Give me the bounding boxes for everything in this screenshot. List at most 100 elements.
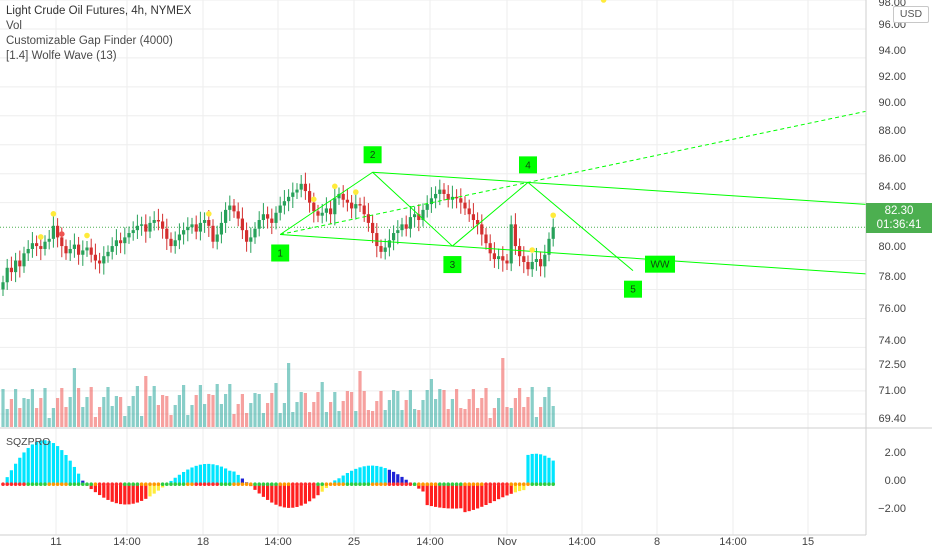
volume-bar (5, 409, 9, 427)
price-axis-label: 88.00 (878, 125, 906, 137)
sqz-bar (387, 469, 391, 485)
sqz-bar (190, 467, 194, 485)
volume-bar (131, 396, 135, 427)
volume-bar (392, 390, 396, 427)
wolfe-point-label-1: 1 (277, 248, 283, 259)
legend-line-gap-finder[interactable]: Customizable Gap Finder (4000) (6, 35, 173, 47)
sqz-dot (446, 482, 451, 486)
sqz-bar (148, 484, 152, 497)
sqz-bar (392, 471, 396, 485)
gap-marker (550, 212, 556, 219)
sqz-dot (366, 482, 371, 486)
sqz-dot (261, 482, 266, 486)
volume-bar (119, 397, 123, 427)
candle-body (39, 246, 43, 249)
candle-body (119, 240, 123, 244)
candle-body (526, 261, 530, 270)
time-axis-label: 14:00 (113, 536, 141, 548)
sqz-bar (14, 463, 18, 485)
sqz-bar (173, 477, 177, 485)
sqz-bar (530, 453, 534, 485)
sqz-bar (282, 484, 286, 508)
sqz-dot (295, 482, 299, 486)
indicator-label[interactable]: SQZPRO (6, 436, 51, 448)
sqz-bar (539, 454, 543, 485)
price-axis-label: 98.00 (878, 0, 906, 9)
sqz-bar (68, 460, 72, 485)
candle-body (547, 238, 551, 255)
sqz-bar (257, 484, 261, 494)
sqz-dot (186, 482, 190, 486)
sqz-dot (387, 482, 392, 486)
sqz-bar (207, 463, 211, 485)
sqz-bar (35, 441, 39, 485)
candle-body (140, 224, 144, 226)
sqz-dot (18, 482, 22, 486)
candle-body (312, 202, 316, 212)
volume-bar (190, 405, 194, 427)
legend-line-vol[interactable]: Vol (6, 20, 22, 32)
sqz-bar (396, 474, 400, 485)
time-axis-label: 14:00 (264, 536, 292, 548)
sqz-bar (488, 484, 492, 504)
volume-bar (194, 395, 198, 427)
wolfe-point-label-5: 5 (630, 285, 636, 296)
sqz-dot (93, 482, 98, 486)
sqz-dot (211, 482, 215, 486)
volume-bar (358, 371, 362, 427)
candle-body (93, 254, 97, 261)
sqz-dot (131, 482, 135, 486)
sqz-bar (144, 484, 148, 499)
sqz-dot (43, 482, 47, 486)
time-axis-label: 8 (654, 536, 660, 548)
sqz-bar (320, 484, 324, 492)
sqz-dot (400, 482, 404, 486)
candle-body (476, 220, 480, 225)
sqz-dot (102, 482, 106, 486)
sqz-dot (375, 482, 379, 486)
candle-body (26, 248, 30, 254)
symbol-title[interactable]: Light Crude Oil Futures, 4h, NYMEX (6, 5, 192, 17)
volume-bar (232, 414, 236, 427)
candle-body (60, 237, 64, 247)
candle-body (9, 267, 13, 273)
sqz-dot (303, 482, 308, 486)
sqz-dot (475, 482, 480, 486)
volume-bar (261, 413, 265, 427)
sqz-dot (480, 482, 484, 486)
currency-button[interactable]: USD (893, 6, 929, 23)
candle-body (144, 224, 148, 232)
wolfe-target-box (645, 255, 675, 273)
sqz-bar (425, 484, 429, 506)
candle-body (350, 202, 354, 209)
candle-body (459, 198, 463, 203)
sqz-dot (492, 482, 497, 486)
candle-body (543, 254, 547, 267)
volume-bar (9, 399, 13, 427)
candle-body (249, 237, 253, 242)
volume-bar (337, 411, 341, 427)
sqz-bar (421, 484, 425, 492)
sqz-bar (295, 484, 299, 507)
volume-bar (539, 407, 543, 427)
price-candles (1, 172, 555, 297)
sqz-dot (509, 482, 513, 486)
volume-bar (505, 407, 509, 427)
price-axis-label: 80.00 (878, 241, 906, 253)
sqz-dot (438, 482, 442, 486)
sqz-bar (127, 484, 131, 505)
sqz-dot (291, 482, 295, 486)
legend-line-wolfe-wave[interactable]: [1.4] Wolfe Wave (13) (6, 50, 117, 62)
candle-body (438, 189, 442, 194)
candle-body (396, 230, 400, 234)
volume-bar (270, 393, 274, 427)
sqz-dot (76, 482, 81, 486)
sqz-bar (106, 484, 110, 500)
sqz-dot (396, 482, 400, 486)
candle-body (30, 243, 34, 249)
indicator-axis-label: −2.00 (878, 503, 906, 515)
sqz-dot (383, 482, 388, 486)
volume-bar (127, 406, 131, 427)
candle-body (98, 260, 102, 264)
